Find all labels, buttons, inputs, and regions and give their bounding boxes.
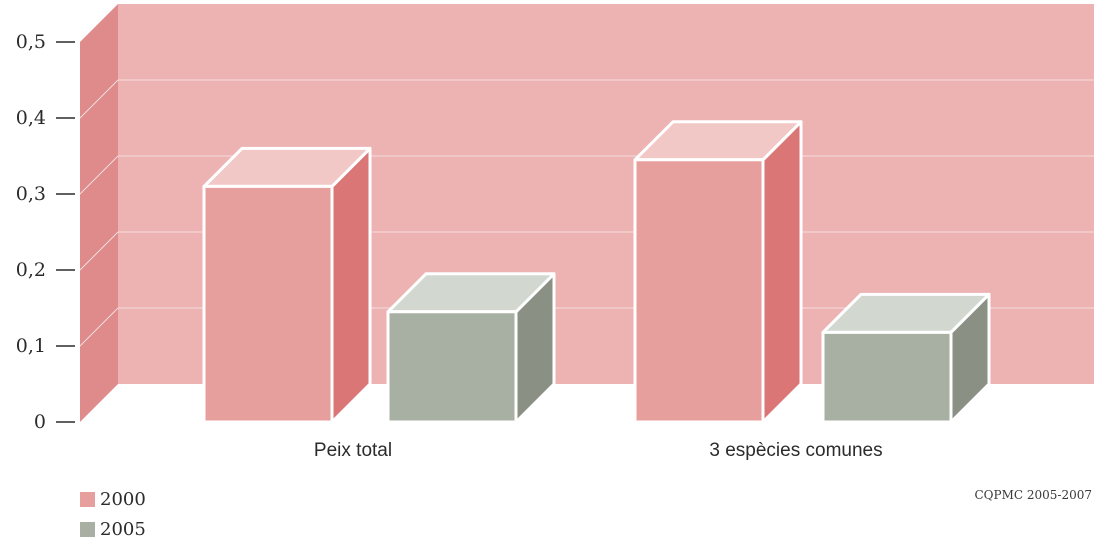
legend-swatch-2000 (80, 491, 95, 507)
bar-front (633, 158, 765, 424)
legend-swatch-2005 (80, 521, 95, 537)
bar-front (202, 184, 334, 424)
y-tick-label: 0,3 (16, 183, 46, 205)
side-wall (80, 4, 118, 422)
bar-side (330, 146, 372, 424)
gridline-diagonal (79, 79, 119, 119)
legend-label-2000: 2000 (100, 488, 146, 510)
bar (633, 120, 803, 424)
x-category-label: Peix total (314, 440, 392, 461)
bar (202, 146, 372, 424)
bar (821, 292, 991, 424)
y-tick-label: 0 (34, 411, 46, 433)
y-tick-label: 0,4 (16, 107, 46, 129)
bar (386, 272, 556, 424)
gridline-diagonal (79, 155, 119, 195)
category-labels: Peix total 3 espècies comunes (314, 440, 883, 461)
y-tick-label: 0,5 (16, 31, 46, 53)
x-category-label: 3 espècies comunes (709, 440, 882, 461)
gridline-diagonal (79, 231, 119, 271)
legend: 2000 2005 (80, 484, 146, 544)
bar-side (761, 120, 803, 424)
legend-item-2000: 2000 (80, 484, 146, 514)
legend-item-2005: 2005 (80, 514, 146, 544)
bar-front (821, 330, 953, 424)
bar-chart: 0 0,1 0,2 0,3 0,4 0,5 Peix total 3 espècies co… (16, 4, 1094, 461)
bars (202, 120, 991, 424)
y-tick-label: 0,1 (16, 335, 46, 357)
source-note: CQPMC 2005-2007 (974, 488, 1092, 502)
y-axis: 0 0,1 0,2 0,3 0,4 0,5 (16, 31, 75, 433)
y-tick-label: 0,2 (16, 259, 46, 281)
legend-label-2005: 2005 (100, 518, 146, 540)
gridline-diagonal (79, 307, 119, 347)
bar-front (386, 310, 518, 424)
